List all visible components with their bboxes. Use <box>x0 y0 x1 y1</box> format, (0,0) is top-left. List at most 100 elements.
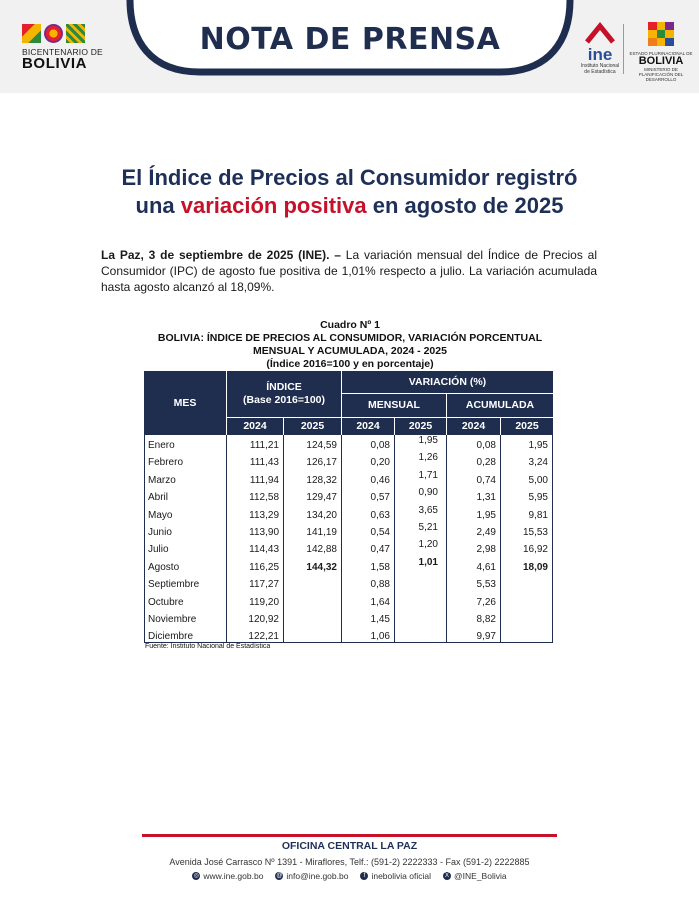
footer-facebook-link[interactable]: f inebolivia oficial <box>360 871 431 881</box>
headline: El Índice de Precios al Consumidor regis… <box>60 164 639 220</box>
table-border-right <box>552 435 553 643</box>
cell-i24: 116,25 <box>249 561 279 573</box>
table-border-bottom <box>144 642 553 643</box>
header-banner-shape <box>126 0 574 76</box>
table-row: Marzo 111,94 128,32 0,46 1,71 0,74 5,00 <box>144 470 553 489</box>
bicentenario-title: BOLIVIA <box>22 55 88 72</box>
headline-highlight: variación positiva <box>180 193 367 218</box>
table-divider-1 <box>226 435 227 643</box>
table-row: Diciembre 122,21 1,06 9,97 <box>144 628 553 645</box>
globe-icon: ◎ <box>192 872 201 880</box>
table-row: Julio 114,43 142,88 0,47 1,20 2,98 16,92 <box>144 539 553 558</box>
ine-subtitle-2: de Estadística <box>584 69 616 75</box>
cell-a24: 2,98 <box>476 544 496 556</box>
cell-i25: 129,47 <box>306 492 337 504</box>
cell-mes: Enero <box>148 440 175 451</box>
government-logo: ESTADO PLURINACIONAL DE BOLIVIA MINISTER… <box>628 22 694 82</box>
header-acumulada-2025: 2025 <box>501 418 553 435</box>
lead-dateline: La Paz, 3 de septiembre de 2025 (INE). – <box>101 248 341 262</box>
cell-mes: Marzo <box>148 474 176 486</box>
cell-i25: 126,17 <box>306 457 337 469</box>
footer-title: OFICINA CENTRAL LA PAZ <box>281 840 418 852</box>
cpi-table: MES ÍNDICE (Base 2016=100) VARIACIÓN (%)… <box>144 371 553 643</box>
government-title: BOLIVIA <box>638 55 684 67</box>
table-row: Agosto 116,25 144,32 1,58 1,01 4,61 18,09 <box>144 557 553 576</box>
cell-m25: 1,26 <box>418 452 438 464</box>
ine-wordmark: ine <box>587 45 613 64</box>
table-divider-5 <box>446 435 447 643</box>
footer-x-link[interactable]: X @INE_Bolivia <box>443 871 507 881</box>
cell-mes: Agosto <box>148 561 180 573</box>
cell-m24: 0,47 <box>370 544 390 556</box>
cell-i24: 114,43 <box>249 544 279 556</box>
cell-a25: 15,53 <box>522 527 548 538</box>
cell-i24: 117,27 <box>249 579 279 591</box>
cell-i25: 128,32 <box>306 474 337 486</box>
bicentenario-symbol-1 <box>22 24 41 43</box>
cell-m24: 0,08 <box>370 440 390 451</box>
cell-mes: Mayo <box>148 509 173 521</box>
footer-email: info@ine.gob.bo <box>286 871 349 881</box>
cell-m24: 0,57 <box>370 492 390 504</box>
table-row: Septiembre 117,27 0,88 5,53 <box>144 576 553 593</box>
table-divider-4 <box>394 435 395 643</box>
government-subtitle: ESTADO PLURINACIONAL DE <box>629 51 693 56</box>
cell-m25: 1,95 <box>418 435 438 446</box>
table-row: Mayo 113,29 134,20 0,63 3,65 1,95 9,81 <box>144 505 553 524</box>
cell-a24: 0,28 <box>476 457 496 469</box>
email-icon: @ <box>275 872 284 880</box>
table-title-3: (Índice 2016=100 y en porcentaje) <box>266 358 434 370</box>
table-title-2: MENSUAL Y ACUMULADA, 2024 - 2025 <box>253 345 447 357</box>
footer-email-link[interactable]: @ info@ine.gob.bo <box>275 871 348 881</box>
cell-i24: 111,94 <box>249 474 279 486</box>
table-row: Octubre 119,20 1,64 7,26 <box>144 594 553 611</box>
header-mes: MES <box>144 371 226 435</box>
bicentenario-symbol-2 <box>44 24 63 43</box>
headline-pre: una <box>135 193 175 218</box>
cell-m24: 0,20 <box>370 457 390 469</box>
cell-a24: 2,49 <box>476 527 496 538</box>
x-icon: X <box>443 872 452 880</box>
cell-m25: 1,71 <box>418 469 438 481</box>
cell-a25: 5,95 <box>528 492 548 504</box>
cell-a25: 1,95 <box>528 440 548 451</box>
table-row: Noviembre 120,92 1,45 8,82 <box>144 611 553 628</box>
table-source: Fuente: Instituto Nacional de Estadístic… <box>145 643 271 650</box>
bicentenario-logo: BICENTENARIO DE BOLIVIA <box>22 24 108 71</box>
cell-a24: 7,26 <box>476 596 496 608</box>
footer-x: @INE_Bolivia <box>454 871 507 881</box>
cell-m25: 3,65 <box>418 504 438 516</box>
cell-a25: 5,00 <box>528 474 548 486</box>
table-caption: Cuadro Nº 1 <box>320 319 380 331</box>
page-header: NOTA DE PRENSA BICENTENARIO DE BOLIVIA i… <box>0 0 699 93</box>
header-acumulada-2024: 2024 <box>447 418 500 435</box>
header-mensual-2025: 2025 <box>395 418 446 435</box>
header-mensual: MENSUAL <box>342 394 446 417</box>
header-mensual-2024: 2024 <box>342 418 394 435</box>
header-acumulada: ACUMULADA <box>447 394 553 417</box>
cell-m24: 0,54 <box>370 527 390 538</box>
cell-a25: 16,92 <box>522 544 548 556</box>
bicentenario-symbol-3 <box>66 24 85 43</box>
cell-m24: 1,45 <box>370 614 390 625</box>
page-title: NOTA DE PRENSA <box>199 22 501 57</box>
cell-i25: 124,59 <box>306 440 337 451</box>
cell-i25: 141,19 <box>306 527 337 538</box>
cell-i24: 112,58 <box>249 492 279 504</box>
table-divider-3 <box>341 435 342 643</box>
logo-divider <box>623 24 624 74</box>
cell-m24: 0,63 <box>370 509 390 521</box>
cell-m24: 0,46 <box>370 474 390 486</box>
footer-contacts: ◎ www.ine.gob.bo @ info@ine.gob.bo f inebol… <box>100 871 599 881</box>
cell-m25: 1,20 <box>418 539 438 551</box>
footer-web-link[interactable]: ◎ www.ine.gob.bo <box>192 871 263 881</box>
bicentenario-symbols <box>22 24 108 43</box>
cell-mes: Julio <box>148 544 169 556</box>
table-row: Enero 111,21 124,59 0,08 1,95 0,08 1,95 <box>144 435 553 454</box>
ine-mountain-icon <box>585 22 615 44</box>
cell-mes: Febrero <box>148 457 184 469</box>
headline-post: en agosto de 2025 <box>372 193 564 218</box>
cell-m24: 1,64 <box>370 596 390 608</box>
cell-i24: 111,43 <box>249 457 279 469</box>
cell-i24: 120,92 <box>248 614 279 625</box>
